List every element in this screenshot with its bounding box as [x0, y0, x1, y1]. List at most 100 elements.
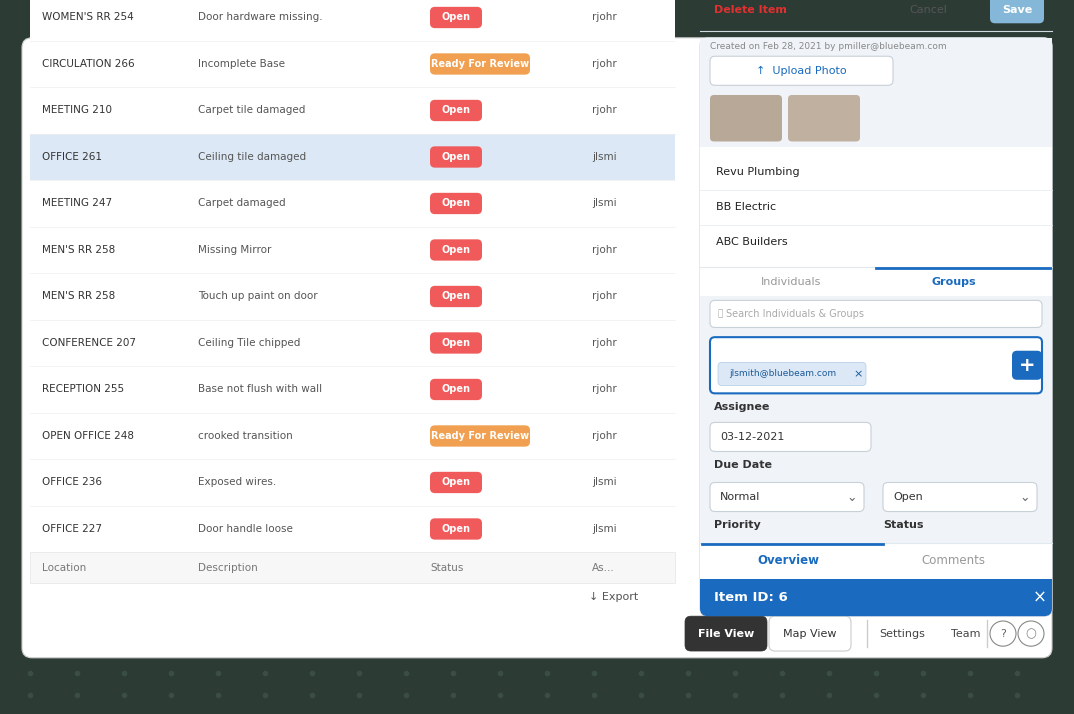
- FancyBboxPatch shape: [719, 362, 866, 386]
- Text: +: +: [1019, 356, 1035, 375]
- FancyBboxPatch shape: [710, 56, 892, 85]
- FancyBboxPatch shape: [685, 616, 767, 651]
- Text: ⌄: ⌄: [1019, 491, 1030, 503]
- Text: Due Date: Due Date: [714, 460, 772, 470]
- Bar: [700, 147, 1053, 268]
- Text: ↑  Upload Photo: ↑ Upload Photo: [756, 66, 846, 76]
- Text: MEN'S RR 258: MEN'S RR 258: [42, 245, 115, 255]
- Text: Open: Open: [441, 12, 470, 22]
- Text: ⌄: ⌄: [846, 491, 857, 503]
- FancyBboxPatch shape: [710, 95, 782, 141]
- Text: Groups: Groups: [931, 277, 976, 287]
- Bar: [30, 87, 674, 134]
- Text: Status: Status: [883, 520, 924, 530]
- Text: Delete Item: Delete Item: [714, 5, 787, 15]
- Text: ↓ Export: ↓ Export: [589, 592, 638, 602]
- FancyBboxPatch shape: [710, 301, 1042, 328]
- FancyBboxPatch shape: [700, 38, 1053, 616]
- Bar: [700, 268, 1053, 296]
- Text: Team: Team: [950, 628, 981, 638]
- Text: OFFICE 227: OFFICE 227: [42, 524, 102, 534]
- Text: rjohr: rjohr: [592, 338, 616, 348]
- Text: Item ID: 6: Item ID: 6: [714, 591, 787, 604]
- Text: rjohr: rjohr: [592, 291, 616, 301]
- Text: Individuals: Individuals: [761, 277, 822, 287]
- Text: 03-12-2021: 03-12-2021: [720, 432, 784, 442]
- Text: ○: ○: [1026, 627, 1036, 640]
- Text: Search Individuals & Groups: Search Individuals & Groups: [726, 309, 863, 319]
- FancyBboxPatch shape: [430, 332, 482, 353]
- Bar: [30, 41, 674, 87]
- FancyBboxPatch shape: [769, 616, 851, 651]
- Text: rjohr: rjohr: [592, 384, 616, 394]
- Circle shape: [1018, 621, 1044, 646]
- Bar: [30, 0, 674, 41]
- Text: Open: Open: [441, 152, 470, 162]
- Text: MEETING 247: MEETING 247: [42, 198, 112, 208]
- Text: rjohr: rjohr: [592, 245, 616, 255]
- FancyBboxPatch shape: [788, 95, 860, 141]
- Bar: [30, 459, 674, 506]
- FancyBboxPatch shape: [430, 239, 482, 261]
- Text: Open: Open: [441, 106, 470, 116]
- Text: rjohr: rjohr: [592, 59, 616, 69]
- FancyBboxPatch shape: [430, 100, 482, 121]
- Bar: [700, 579, 1053, 598]
- FancyBboxPatch shape: [430, 193, 482, 214]
- Text: Save: Save: [1002, 5, 1032, 15]
- Text: jlsmith@bluebeam.com: jlsmith@bluebeam.com: [729, 369, 837, 378]
- Text: Settings: Settings: [879, 628, 925, 638]
- Text: Map View: Map View: [783, 628, 837, 638]
- Text: Door handle loose: Door handle loose: [198, 524, 293, 534]
- FancyBboxPatch shape: [883, 483, 1037, 511]
- Text: rjohr: rjohr: [592, 431, 616, 441]
- Text: CONFERENCE 207: CONFERENCE 207: [42, 338, 136, 348]
- Text: OFFICE 261: OFFICE 261: [42, 152, 102, 162]
- Text: rjohr: rjohr: [592, 106, 616, 116]
- Text: jlsmi: jlsmi: [592, 478, 616, 488]
- Text: Cancel: Cancel: [910, 5, 947, 15]
- Text: Open: Open: [441, 291, 470, 301]
- Bar: [700, 38, 1053, 543]
- FancyBboxPatch shape: [430, 7, 482, 28]
- Text: Touch up paint on door: Touch up paint on door: [198, 291, 318, 301]
- Text: Door hardware missing.: Door hardware missing.: [198, 12, 322, 22]
- Text: Comments: Comments: [921, 555, 986, 568]
- Text: Open: Open: [441, 478, 470, 488]
- FancyBboxPatch shape: [1012, 351, 1042, 380]
- FancyBboxPatch shape: [430, 426, 529, 447]
- Text: BB Electric: BB Electric: [716, 202, 777, 212]
- Text: CIRCULATION 266: CIRCULATION 266: [42, 59, 134, 69]
- Text: MEETING 210: MEETING 210: [42, 106, 112, 116]
- FancyBboxPatch shape: [430, 472, 482, 493]
- Bar: [30, 366, 674, 413]
- FancyBboxPatch shape: [430, 146, 482, 168]
- Text: Open: Open: [441, 524, 470, 534]
- Bar: [700, 543, 1053, 579]
- Text: Open: Open: [441, 198, 470, 208]
- Text: jlsmi: jlsmi: [592, 198, 616, 208]
- Bar: [30, 320, 674, 366]
- Text: Ready For Review: Ready For Review: [431, 59, 529, 69]
- FancyBboxPatch shape: [430, 286, 482, 307]
- Bar: [30, 227, 674, 273]
- Text: WOMEN'S RR 254: WOMEN'S RR 254: [42, 12, 134, 22]
- Text: ?: ?: [1000, 628, 1006, 638]
- Text: jlsmi: jlsmi: [592, 524, 616, 534]
- Text: As...: As...: [592, 563, 614, 573]
- FancyBboxPatch shape: [710, 423, 871, 451]
- Text: Priority: Priority: [714, 520, 760, 530]
- Text: Base not flush with wall: Base not flush with wall: [198, 384, 322, 394]
- Text: ×: ×: [1033, 589, 1047, 607]
- Text: MEN'S RR 258: MEN'S RR 258: [42, 291, 115, 301]
- Text: Open: Open: [441, 245, 470, 255]
- Text: Open: Open: [441, 338, 470, 348]
- FancyBboxPatch shape: [21, 38, 1053, 658]
- Text: OFFICE 236: OFFICE 236: [42, 478, 102, 488]
- FancyBboxPatch shape: [710, 337, 1042, 393]
- Text: Ceiling tile damaged: Ceiling tile damaged: [198, 152, 306, 162]
- Text: ×: ×: [854, 369, 862, 379]
- FancyBboxPatch shape: [430, 518, 482, 540]
- Text: Normal: Normal: [720, 492, 760, 502]
- FancyBboxPatch shape: [430, 379, 482, 400]
